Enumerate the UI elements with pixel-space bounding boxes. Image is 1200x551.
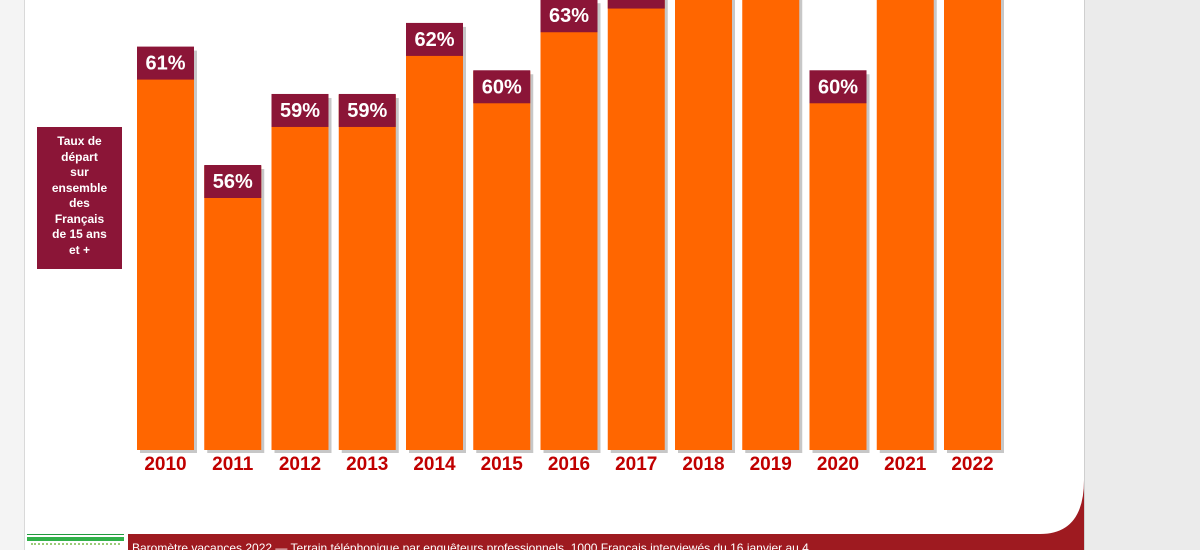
bar-group: 62% 2014 <box>406 22 466 475</box>
right-gray-panel <box>1084 0 1200 550</box>
bars-layer: 61% 2010 56% 2011 59% 2012 59% 2013 62% 2014 60% 20… <box>137 0 1004 475</box>
legend-line: départ <box>61 149 98 164</box>
value-label: 60% <box>482 76 522 98</box>
legend-line: Taux de <box>57 134 102 148</box>
value-label-box <box>473 70 531 104</box>
x-tick-label: 2011 <box>212 454 254 475</box>
x-tick-label: 2012 <box>279 454 321 475</box>
bar <box>809 71 867 450</box>
bar <box>137 47 194 450</box>
bar <box>473 71 531 450</box>
value-label: 64% <box>616 0 656 4</box>
x-tick-label: 2016 <box>548 454 590 475</box>
legend-line: ensemble <box>51 180 108 195</box>
bar <box>742 0 800 450</box>
legend-line: des <box>69 196 90 210</box>
bar-group: 59% 2013 <box>338 93 399 475</box>
x-tick-label: 2013 <box>346 454 388 475</box>
value-label-box <box>809 70 867 104</box>
bar-group: 68%2019 <box>742 0 803 475</box>
legend-line: sur <box>70 165 89 179</box>
bar-group: 56% 2011 <box>204 165 265 475</box>
x-tick-label: 2021 <box>884 454 927 475</box>
footer-curve <box>128 480 1084 550</box>
x-tick-label: 2022 <box>951 454 993 475</box>
bar <box>204 166 262 450</box>
value-label: 61% <box>145 53 185 75</box>
value-label: 59% <box>280 100 320 122</box>
bar-group: 66%2018 <box>675 0 735 475</box>
value-label: 60% <box>818 76 858 98</box>
x-tick-label: 2010 <box>144 454 186 475</box>
x-tick-label: 2014 <box>413 454 456 475</box>
bar-group: 67%2021 <box>876 0 937 475</box>
bar <box>876 0 934 450</box>
series-legend-box: Taux de départ sur ensemble des Français… <box>37 127 122 269</box>
bar-group: 60% 2015 <box>473 70 534 475</box>
x-tick-label: 2017 <box>615 454 657 475</box>
value-label-box <box>540 0 598 33</box>
value-label: 56% <box>213 171 253 193</box>
value-label: 63% <box>549 5 589 27</box>
bar-group: 60% 2020 <box>809 70 870 475</box>
value-label-box <box>271 93 329 127</box>
x-tick-label: 2018 <box>682 454 724 475</box>
bar <box>271 94 329 451</box>
x-tick-label: 2019 <box>750 454 792 475</box>
value-label-box <box>137 46 194 80</box>
bar <box>540 0 598 451</box>
bar-group: 59% 2012 <box>271 93 332 475</box>
x-tick-label: 2020 <box>817 454 859 475</box>
value-label: 62% <box>414 29 454 51</box>
legend-line: et + <box>68 242 90 257</box>
bar <box>406 23 463 450</box>
bar <box>607 0 665 451</box>
bar <box>675 0 732 450</box>
value-label: 59% <box>347 100 387 122</box>
legend-line: Français <box>54 211 105 226</box>
bar-group: 65%2022 <box>944 0 1004 475</box>
value-label-box <box>338 93 396 127</box>
bar-group: 61% 2010 <box>137 46 197 475</box>
bar-group: 63% 2016 <box>540 0 601 475</box>
value-label-box <box>204 165 262 198</box>
left-margin <box>0 0 25 550</box>
x-tick-label: 2015 <box>481 454 524 475</box>
legend-line: de 15 ans <box>52 227 107 241</box>
bar <box>338 94 396 451</box>
value-label-box <box>406 22 463 56</box>
bar-group: 64% 2017 <box>607 0 668 475</box>
value-label-box <box>607 0 665 9</box>
bar <box>944 0 1001 450</box>
